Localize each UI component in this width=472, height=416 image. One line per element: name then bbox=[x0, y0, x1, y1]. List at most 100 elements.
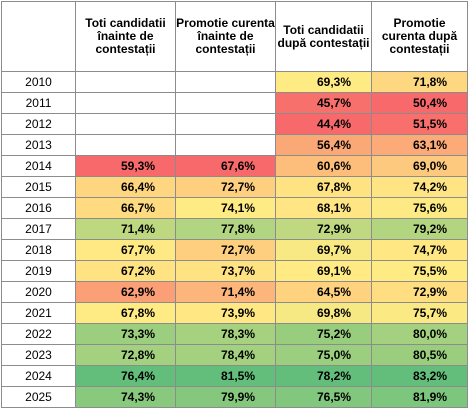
value-cell-current-before: 79,9% bbox=[175, 386, 276, 408]
year-cell: 2016 bbox=[1, 197, 76, 219]
table-row: 2023 72,8% 78,4% 75,0% 80,5% bbox=[1, 344, 468, 366]
value-cell-current-before: 72,7% bbox=[175, 176, 276, 198]
header-row: Toti candidatii înainte de contestații P… bbox=[1, 1, 468, 72]
value-cell-current-before: 78,3% bbox=[175, 323, 276, 345]
value-cell-current-after: 75,5% bbox=[371, 260, 468, 282]
year-cell: 2012 bbox=[1, 113, 76, 135]
value-cell-current-before bbox=[175, 134, 276, 156]
value-cell-current-before: 73,7% bbox=[175, 260, 276, 282]
table-row: 2015 66,4% 72,7% 67,8% 74,2% bbox=[1, 176, 468, 198]
value-cell-all-before: 73,3% bbox=[75, 323, 176, 345]
results-table: Toti candidatii înainte de contestații P… bbox=[1, 1, 468, 408]
value-cell-current-after: 74,2% bbox=[371, 176, 468, 198]
value-cell-current-before bbox=[175, 92, 276, 114]
value-cell-current-before: 81,5% bbox=[175, 365, 276, 387]
table-row: 2020 62,9% 71,4% 64,5% 72,9% bbox=[1, 281, 468, 303]
year-cell: 2023 bbox=[1, 344, 76, 366]
value-cell-all-before: 66,7% bbox=[75, 197, 176, 219]
value-cell-current-after: 80,5% bbox=[371, 344, 468, 366]
value-cell-all-before: 66,4% bbox=[75, 176, 176, 198]
header-year bbox=[1, 1, 76, 72]
value-cell-all-after: 64,5% bbox=[275, 281, 372, 303]
value-cell-current-before: 67,6% bbox=[175, 155, 276, 177]
table-row: 2014 59,3% 67,6% 60,6% 69,0% bbox=[1, 155, 468, 177]
value-cell-current-before: 77,8% bbox=[175, 218, 276, 240]
year-cell: 2025 bbox=[1, 386, 76, 408]
value-cell-all-before bbox=[75, 134, 176, 156]
table-row: 2021 67,8% 73,9% 69,8% 75,7% bbox=[1, 302, 468, 324]
value-cell-all-before bbox=[75, 92, 176, 114]
value-cell-current-after: 79,2% bbox=[371, 218, 468, 240]
year-cell: 2022 bbox=[1, 323, 76, 345]
table-row: 2013 56,4% 63,1% bbox=[1, 134, 468, 156]
table-row: 2024 76,4% 81,5% 78,2% 83,2% bbox=[1, 365, 468, 387]
value-cell-all-before: 62,9% bbox=[75, 281, 176, 303]
value-cell-all-after: 45,7% bbox=[275, 92, 372, 114]
value-cell-all-before: 67,8% bbox=[75, 302, 176, 324]
table-row: 2011 45,7% 50,4% bbox=[1, 92, 468, 114]
value-cell-all-after: 69,3% bbox=[275, 71, 372, 93]
table-row: 2018 67,7% 72,7% 69,7% 74,7% bbox=[1, 239, 468, 261]
value-cell-all-after: 76,5% bbox=[275, 386, 372, 408]
value-cell-all-before: 59,3% bbox=[75, 155, 176, 177]
value-cell-current-before: 78,4% bbox=[175, 344, 276, 366]
value-cell-all-before: 72,8% bbox=[75, 344, 176, 366]
year-cell: 2017 bbox=[1, 218, 76, 240]
value-cell-all-after: 78,2% bbox=[275, 365, 372, 387]
value-cell-current-before bbox=[175, 71, 276, 93]
value-cell-current-after: 75,6% bbox=[371, 197, 468, 219]
value-cell-all-after: 75,2% bbox=[275, 323, 372, 345]
value-cell-all-before: 67,7% bbox=[75, 239, 176, 261]
value-cell-all-before: 67,2% bbox=[75, 260, 176, 282]
value-cell-all-after: 60,6% bbox=[275, 155, 372, 177]
value-cell-all-after: 72,9% bbox=[275, 218, 372, 240]
value-cell-current-before: 72,7% bbox=[175, 239, 276, 261]
year-cell: 2015 bbox=[1, 176, 76, 198]
year-cell: 2013 bbox=[1, 134, 76, 156]
value-cell-all-after: 67,8% bbox=[275, 176, 372, 198]
value-cell-all-before: 71,4% bbox=[75, 218, 176, 240]
year-cell: 2020 bbox=[1, 281, 76, 303]
value-cell-current-after: 80,0% bbox=[371, 323, 468, 345]
year-cell: 2014 bbox=[1, 155, 76, 177]
year-cell: 2018 bbox=[1, 239, 76, 261]
year-cell: 2010 bbox=[1, 71, 76, 93]
value-cell-current-after: 83,2% bbox=[371, 365, 468, 387]
table-row: 2022 73,3% 78,3% 75,2% 80,0% bbox=[1, 323, 468, 345]
header-current-before: Promotie curenta înainte de contestații bbox=[175, 1, 276, 72]
value-cell-current-after: 75,7% bbox=[371, 302, 468, 324]
header-all-before: Toti candidatii înainte de contestații bbox=[75, 1, 176, 72]
table-row: 2016 66,7% 74,1% 68,1% 75,6% bbox=[1, 197, 468, 219]
value-cell-all-after: 44,4% bbox=[275, 113, 372, 135]
value-cell-all-after: 75,0% bbox=[275, 344, 372, 366]
value-cell-current-after: 63,1% bbox=[371, 134, 468, 156]
year-cell: 2024 bbox=[1, 365, 76, 387]
value-cell-all-before: 76,4% bbox=[75, 365, 176, 387]
value-cell-current-after: 71,8% bbox=[371, 71, 468, 93]
value-cell-all-after: 56,4% bbox=[275, 134, 372, 156]
value-cell-all-after: 69,7% bbox=[275, 239, 372, 261]
table-row: 2012 44,4% 51,5% bbox=[1, 113, 468, 135]
header-all-after: Toti candidatii după contestații bbox=[275, 1, 372, 72]
value-cell-all-after: 68,1% bbox=[275, 197, 372, 219]
table-row: 2019 67,2% 73,7% 69,1% 75,5% bbox=[1, 260, 468, 282]
value-cell-all-before bbox=[75, 71, 176, 93]
value-cell-all-after: 69,8% bbox=[275, 302, 372, 324]
year-cell: 2019 bbox=[1, 260, 76, 282]
table-row: 2025 74,3% 79,9% 76,5% 81,9% bbox=[1, 386, 468, 408]
year-cell: 2021 bbox=[1, 302, 76, 324]
table-row: 2017 71,4% 77,8% 72,9% 79,2% bbox=[1, 218, 468, 240]
value-cell-current-after: 69,0% bbox=[371, 155, 468, 177]
value-cell-current-before: 71,4% bbox=[175, 281, 276, 303]
table-row: 2010 69,3% 71,8% bbox=[1, 71, 468, 93]
value-cell-all-before bbox=[75, 113, 176, 135]
value-cell-current-after: 51,5% bbox=[371, 113, 468, 135]
value-cell-current-after: 72,9% bbox=[371, 281, 468, 303]
value-cell-all-after: 69,1% bbox=[275, 260, 372, 282]
value-cell-current-after: 50,4% bbox=[371, 92, 468, 114]
value-cell-current-before bbox=[175, 113, 276, 135]
value-cell-current-after: 81,9% bbox=[371, 386, 468, 408]
value-cell-current-before: 74,1% bbox=[175, 197, 276, 219]
year-cell: 2011 bbox=[1, 92, 76, 114]
value-cell-all-before: 74,3% bbox=[75, 386, 176, 408]
